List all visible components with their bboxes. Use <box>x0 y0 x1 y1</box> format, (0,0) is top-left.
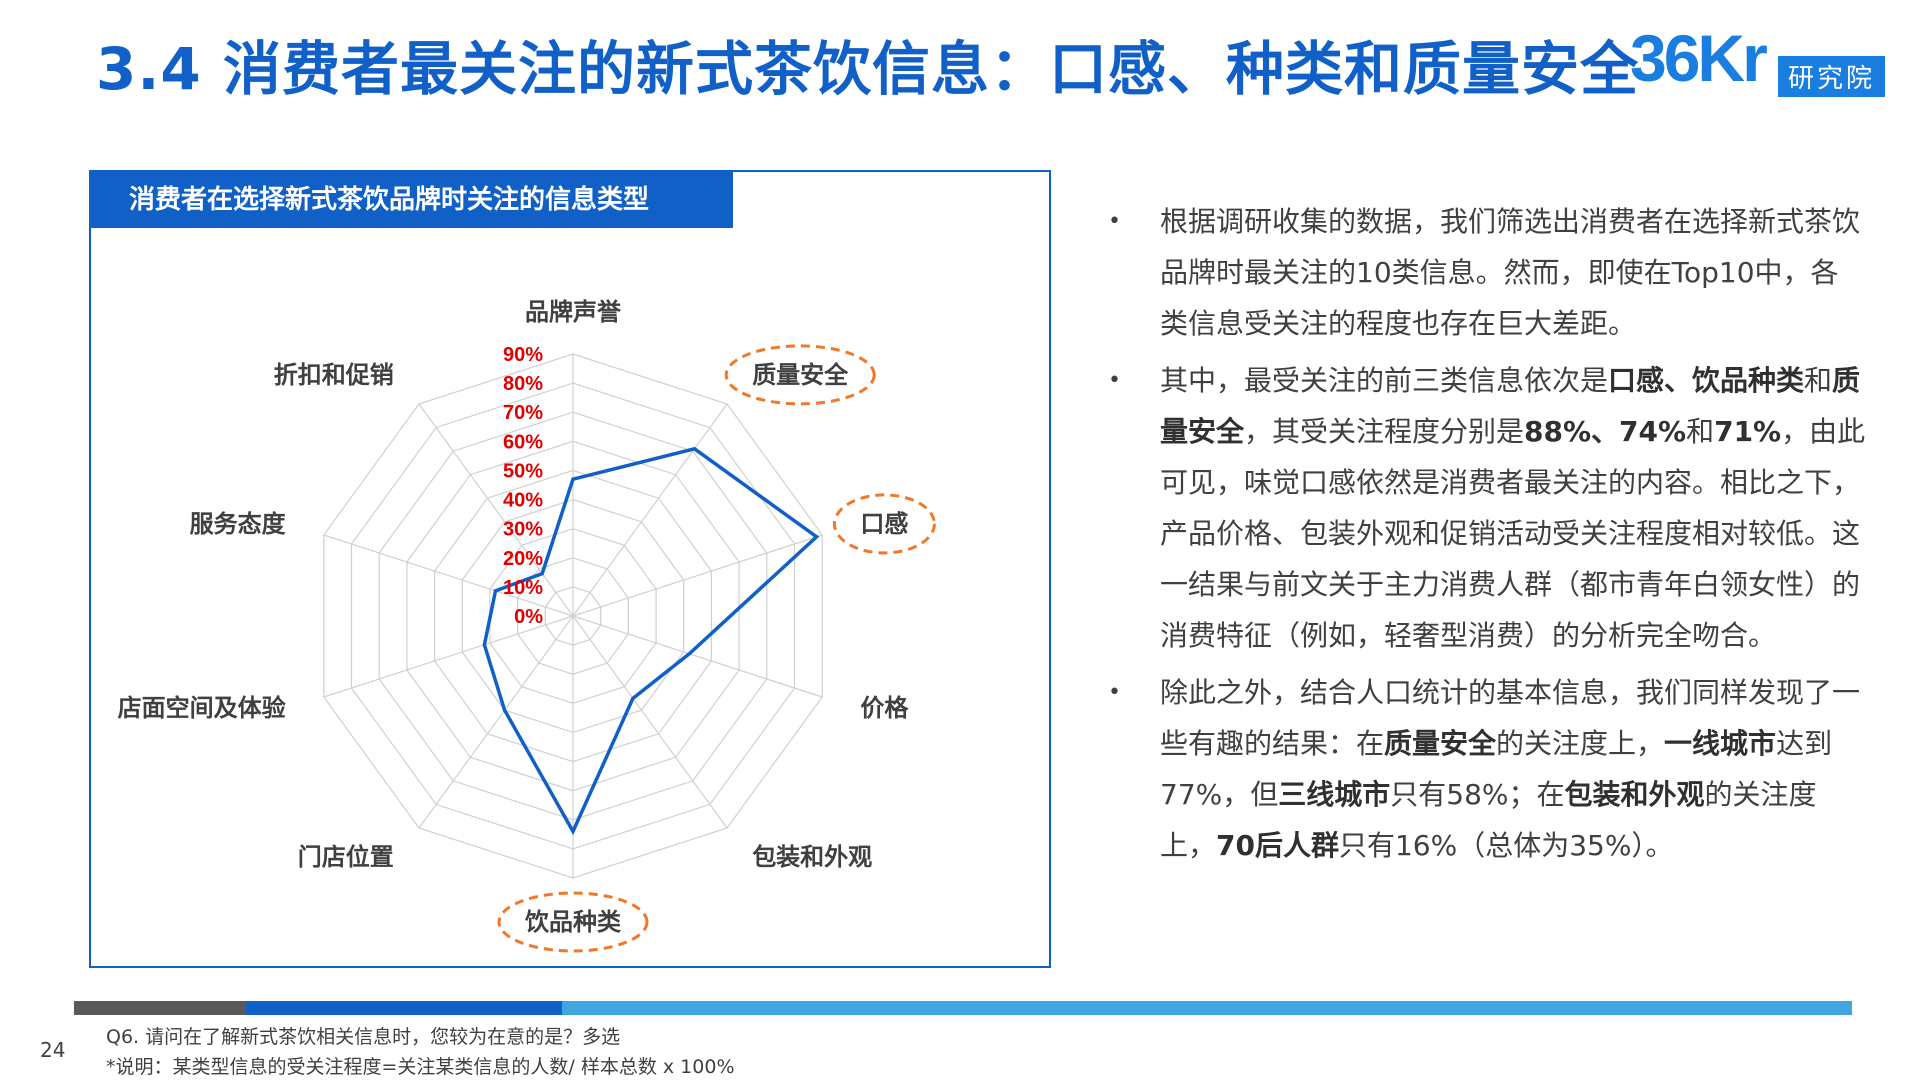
bullet-text: 的关注度上， <box>1496 727 1665 760</box>
bullet-text: ，由此可见，味觉口感依然是消费者最关注的内容。相比之下，产品价格、包装外观和促销… <box>1160 415 1866 652</box>
tick-label: 30% <box>503 519 543 541</box>
tick-label: 50% <box>503 460 543 482</box>
grid-spoke <box>572 534 823 617</box>
highlight-ellipse <box>832 493 936 555</box>
grid-spoke <box>572 403 728 617</box>
tick-label: 10% <box>503 577 543 599</box>
tick-label: 80% <box>503 373 543 395</box>
bullet-emphasis: 一线城市 <box>1664 727 1777 760</box>
bullet-text: 和 <box>1686 415 1715 448</box>
highlight-ellipse <box>497 891 649 953</box>
grid-spoke <box>572 615 728 829</box>
bullet-emphasis: 88%、74% <box>1524 415 1687 448</box>
bullet-emphasis: 口感、饮品种类 <box>1608 364 1805 397</box>
chart-title: 消费者在选择新式茶饮品牌时关注的信息类型 <box>91 172 733 228</box>
page-number: 24 <box>40 1038 66 1062</box>
footer-bar-gray <box>74 1001 246 1015</box>
bullet-text: 根据调研收集的数据，我们筛选出消费者在选择新式茶饮品牌时最关注的10类信息。然而… <box>1160 205 1861 340</box>
bullet-text: 只有58%；在 <box>1390 778 1565 811</box>
bullet-text: 其中，最受关注的前三类信息依次是 <box>1160 364 1609 397</box>
bullet-text: 的关注度上， <box>1160 778 1817 862</box>
bullet-text: 和 <box>1804 364 1833 397</box>
bullet-emphasis: 70后人群 <box>1216 829 1339 862</box>
grid-spoke <box>418 403 574 617</box>
bullet-emphasis: 包装和外观 <box>1564 778 1705 811</box>
category-label: 店面空间及体验 <box>118 694 286 722</box>
category-label: 饮品种类 <box>524 908 622 936</box>
bullet-item: 根据调研收集的数据，我们筛选出消费者在选择新式茶饮品牌时最关注的10类信息。然而… <box>1108 196 1866 349</box>
tick-label: 20% <box>503 548 543 570</box>
grid-spoke <box>572 615 823 698</box>
grid-spoke <box>323 615 574 698</box>
bullet-text: 只有16%（总体为35%）。 <box>1338 829 1674 862</box>
bullet-emphasis: 71% <box>1714 415 1782 448</box>
category-label: 服务态度 <box>190 510 287 538</box>
footer-bar-blue <box>246 1001 562 1015</box>
bullet-text: 达到77%，但 <box>1160 727 1833 811</box>
summary-bullets: 根据调研收集的数据，我们筛选出消费者在选择新式茶饮品牌时最关注的10类信息。然而… <box>1108 196 1866 877</box>
bullet-emphasis: 质量安全 <box>1384 727 1497 760</box>
category-label: 包装和外观 <box>752 843 872 871</box>
bullet-emphasis: 质量安全 <box>1160 364 1861 448</box>
category-label: 折扣和促销 <box>274 361 394 389</box>
page-title: 3.4 消费者最关注的新式茶饮信息：口感、种类和质量安全 <box>96 35 1639 103</box>
logo-brand: 36Kr <box>1630 21 1768 95</box>
category-label: 质量安全 <box>752 361 849 389</box>
category-label: 价格 <box>860 694 909 722</box>
tick-label: 70% <box>503 402 543 424</box>
bullet-text: 除此之外，结合人口统计的基本信息，我们同样发现了一些有趣的结果：在 <box>1160 676 1861 760</box>
logo-sub: 研究院 <box>1778 56 1886 97</box>
footer-bar-light <box>562 1001 1852 1015</box>
highlight-ellipse <box>724 344 876 406</box>
tick-label: 0% <box>514 606 543 628</box>
chart-panel: 消费者在选择新式茶饮品牌时关注的信息类型 0% 10% 20% 30% 40% 50% 60… <box>89 170 1051 968</box>
logo: 36Kr 研究院 <box>1630 18 1900 98</box>
footnote-description: *说明：某类型信息的受关注程度=关注某类信息的人数/ 样本总数 x 100% <box>106 1056 735 1078</box>
grid-spoke <box>323 534 574 617</box>
bullet-text: ，其受关注程度分别是 <box>1244 415 1525 448</box>
tick-label: 40% <box>503 490 543 512</box>
bullet-item: 其中，最受关注的前三类信息依次是口感、饮品种类和质量安全，其受关注程度分别是88… <box>1108 355 1866 661</box>
bullet-emphasis: 三线城市 <box>1278 778 1391 811</box>
tick-label: 90% <box>503 344 543 366</box>
category-label: 门店位置 <box>298 843 394 871</box>
radar-chart: 0% 10% 20% 30% 40% 50% 60% 70% 80% 90% 品牌声誉质量安全口感价… <box>118 298 936 953</box>
footnote-question: Q6. 请问在了解新式茶饮相关信息时，您较为在意的是？多选 <box>106 1026 621 1048</box>
grid-spoke <box>418 615 574 829</box>
category-label: 口感 <box>860 510 908 538</box>
tick-label: 60% <box>503 431 543 453</box>
bullet-item: 除此之外，结合人口统计的基本信息，我们同样发现了一些有趣的结果：在质量安全的关注… <box>1108 667 1866 871</box>
data-series-line <box>482 446 820 836</box>
category-label: 品牌声誉 <box>525 298 622 326</box>
